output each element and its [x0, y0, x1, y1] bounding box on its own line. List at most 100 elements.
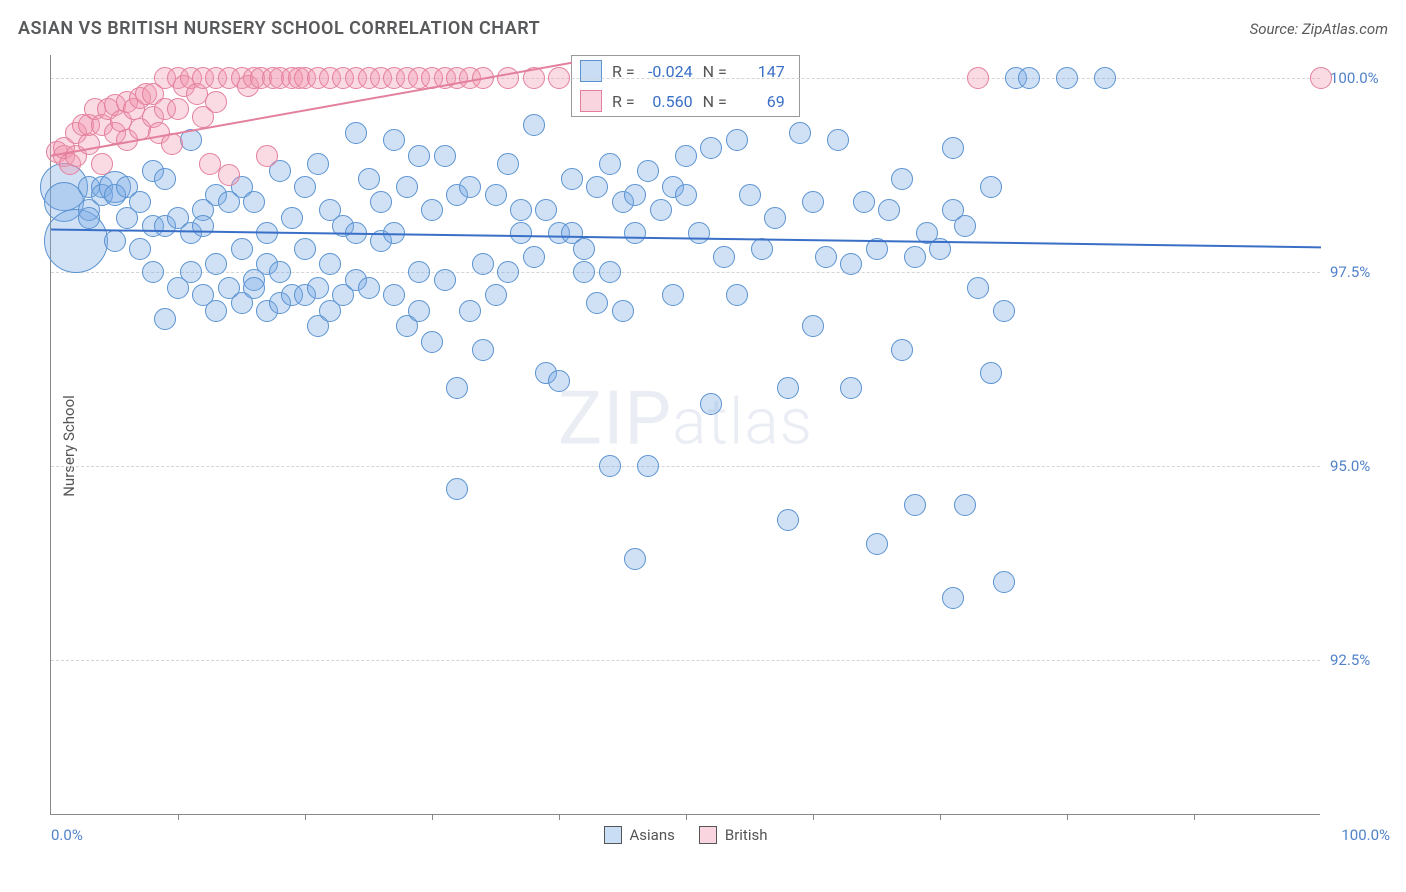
- asian-point: [1056, 67, 1078, 89]
- asian-point: [929, 238, 951, 260]
- x-tick: [1194, 814, 1195, 820]
- british-point: [205, 91, 227, 113]
- asian-point: [472, 253, 494, 275]
- british-point: [1310, 67, 1332, 89]
- watermark: ZIPatlas: [558, 376, 813, 463]
- asian-point: [980, 176, 1002, 198]
- asian-point: [866, 238, 888, 260]
- asian-point: [459, 300, 481, 322]
- legend-stats-box: R = -0.024 N = 147 R = 0.560 N = 69: [571, 55, 800, 117]
- asian-point: [586, 292, 608, 314]
- british-point: [161, 133, 183, 155]
- x-axis-min-label: 0.0%: [51, 826, 83, 844]
- asian-point: [612, 300, 634, 322]
- asian-point: [154, 168, 176, 190]
- asian-point: [243, 191, 265, 213]
- asian-point: [624, 222, 646, 244]
- british-point: [497, 67, 519, 89]
- plot-area: ZIPatlas R = -0.024 N = 147 R = 0.560 N …: [50, 55, 1320, 815]
- asian-point: [497, 261, 519, 283]
- chart-title: ASIAN VS BRITISH NURSERY SCHOOL CORRELAT…: [18, 18, 540, 39]
- legend-asians-label: Asians: [630, 826, 675, 844]
- asian-point: [688, 222, 710, 244]
- asian-point: [205, 300, 227, 322]
- asian-point: [523, 246, 545, 268]
- legend-british-label: British: [725, 826, 768, 844]
- asian-point: [662, 284, 684, 306]
- y-tick-label: 97.5%: [1330, 263, 1390, 281]
- asian-point: [904, 246, 926, 268]
- asian-point: [396, 176, 418, 198]
- asian-point: [104, 230, 126, 252]
- asian-point: [510, 222, 532, 244]
- x-tick: [940, 814, 941, 820]
- x-tick: [1067, 814, 1068, 820]
- asian-point: [510, 199, 532, 221]
- asian-point: [891, 339, 913, 361]
- asian-point: [993, 571, 1015, 593]
- asian-point: [535, 199, 557, 221]
- asian-point: [307, 277, 329, 299]
- asian-point: [180, 129, 202, 151]
- asian-point: [866, 533, 888, 555]
- legend-stats-row-asian: R = -0.024 N = 147: [572, 56, 799, 86]
- asian-point: [739, 184, 761, 206]
- asian-point: [497, 153, 519, 175]
- asian-point: [891, 168, 913, 190]
- asian-point: [345, 222, 367, 244]
- british-trend-line: [51, 55, 1321, 815]
- x-tick: [559, 814, 560, 820]
- asian-trend-line: [51, 55, 1321, 815]
- asian-point: [942, 587, 964, 609]
- asian-point: [586, 176, 608, 198]
- asian-point: [358, 168, 380, 190]
- legend-item-british: British: [699, 826, 768, 844]
- asian-point: [967, 277, 989, 299]
- asian-point: [599, 455, 621, 477]
- asian-point: [142, 261, 164, 283]
- asian-point: [802, 191, 824, 213]
- british-point: [523, 67, 545, 89]
- asian-point: [700, 137, 722, 159]
- asian-point: [434, 145, 456, 167]
- asian-point: [1018, 67, 1040, 89]
- y-tick-label: 92.5%: [1330, 651, 1390, 669]
- asian-point: [459, 176, 481, 198]
- asian-point: [408, 261, 430, 283]
- asian-point: [993, 300, 1015, 322]
- asian-point: [370, 191, 392, 213]
- british-point: [472, 67, 494, 89]
- asian-point: [599, 261, 621, 283]
- asian-point: [408, 145, 430, 167]
- x-tick: [305, 814, 306, 820]
- asian-point: [243, 277, 265, 299]
- x-tick: [432, 814, 433, 820]
- asian-point: [294, 238, 316, 260]
- asian-point: [789, 122, 811, 144]
- source-label: Source: ZipAtlas.com: [1250, 20, 1388, 38]
- asian-point: [713, 246, 735, 268]
- asian-point: [675, 145, 697, 167]
- asian-point: [561, 168, 583, 190]
- n-label: N =: [703, 92, 727, 111]
- y-tick-label: 100.0%: [1330, 69, 1390, 87]
- asian-point: [954, 494, 976, 516]
- asian-point: [281, 207, 303, 229]
- r-label: R =: [612, 92, 635, 111]
- british-r-value: 0.560: [645, 92, 693, 111]
- asian-point: [675, 184, 697, 206]
- british-point: [167, 98, 189, 120]
- asian-point: [815, 246, 837, 268]
- asian-point: [573, 261, 595, 283]
- x-axis-max-label: 100.0%: [1341, 826, 1390, 844]
- asian-point: [231, 238, 253, 260]
- asian-point: [624, 548, 646, 570]
- asian-point: [294, 176, 316, 198]
- asian-point: [446, 377, 468, 399]
- asian-point: [840, 253, 862, 275]
- asian-point: [1094, 67, 1116, 89]
- asian-point: [129, 238, 151, 260]
- asian-point: [319, 253, 341, 275]
- asian-point: [383, 129, 405, 151]
- british-point: [548, 67, 570, 89]
